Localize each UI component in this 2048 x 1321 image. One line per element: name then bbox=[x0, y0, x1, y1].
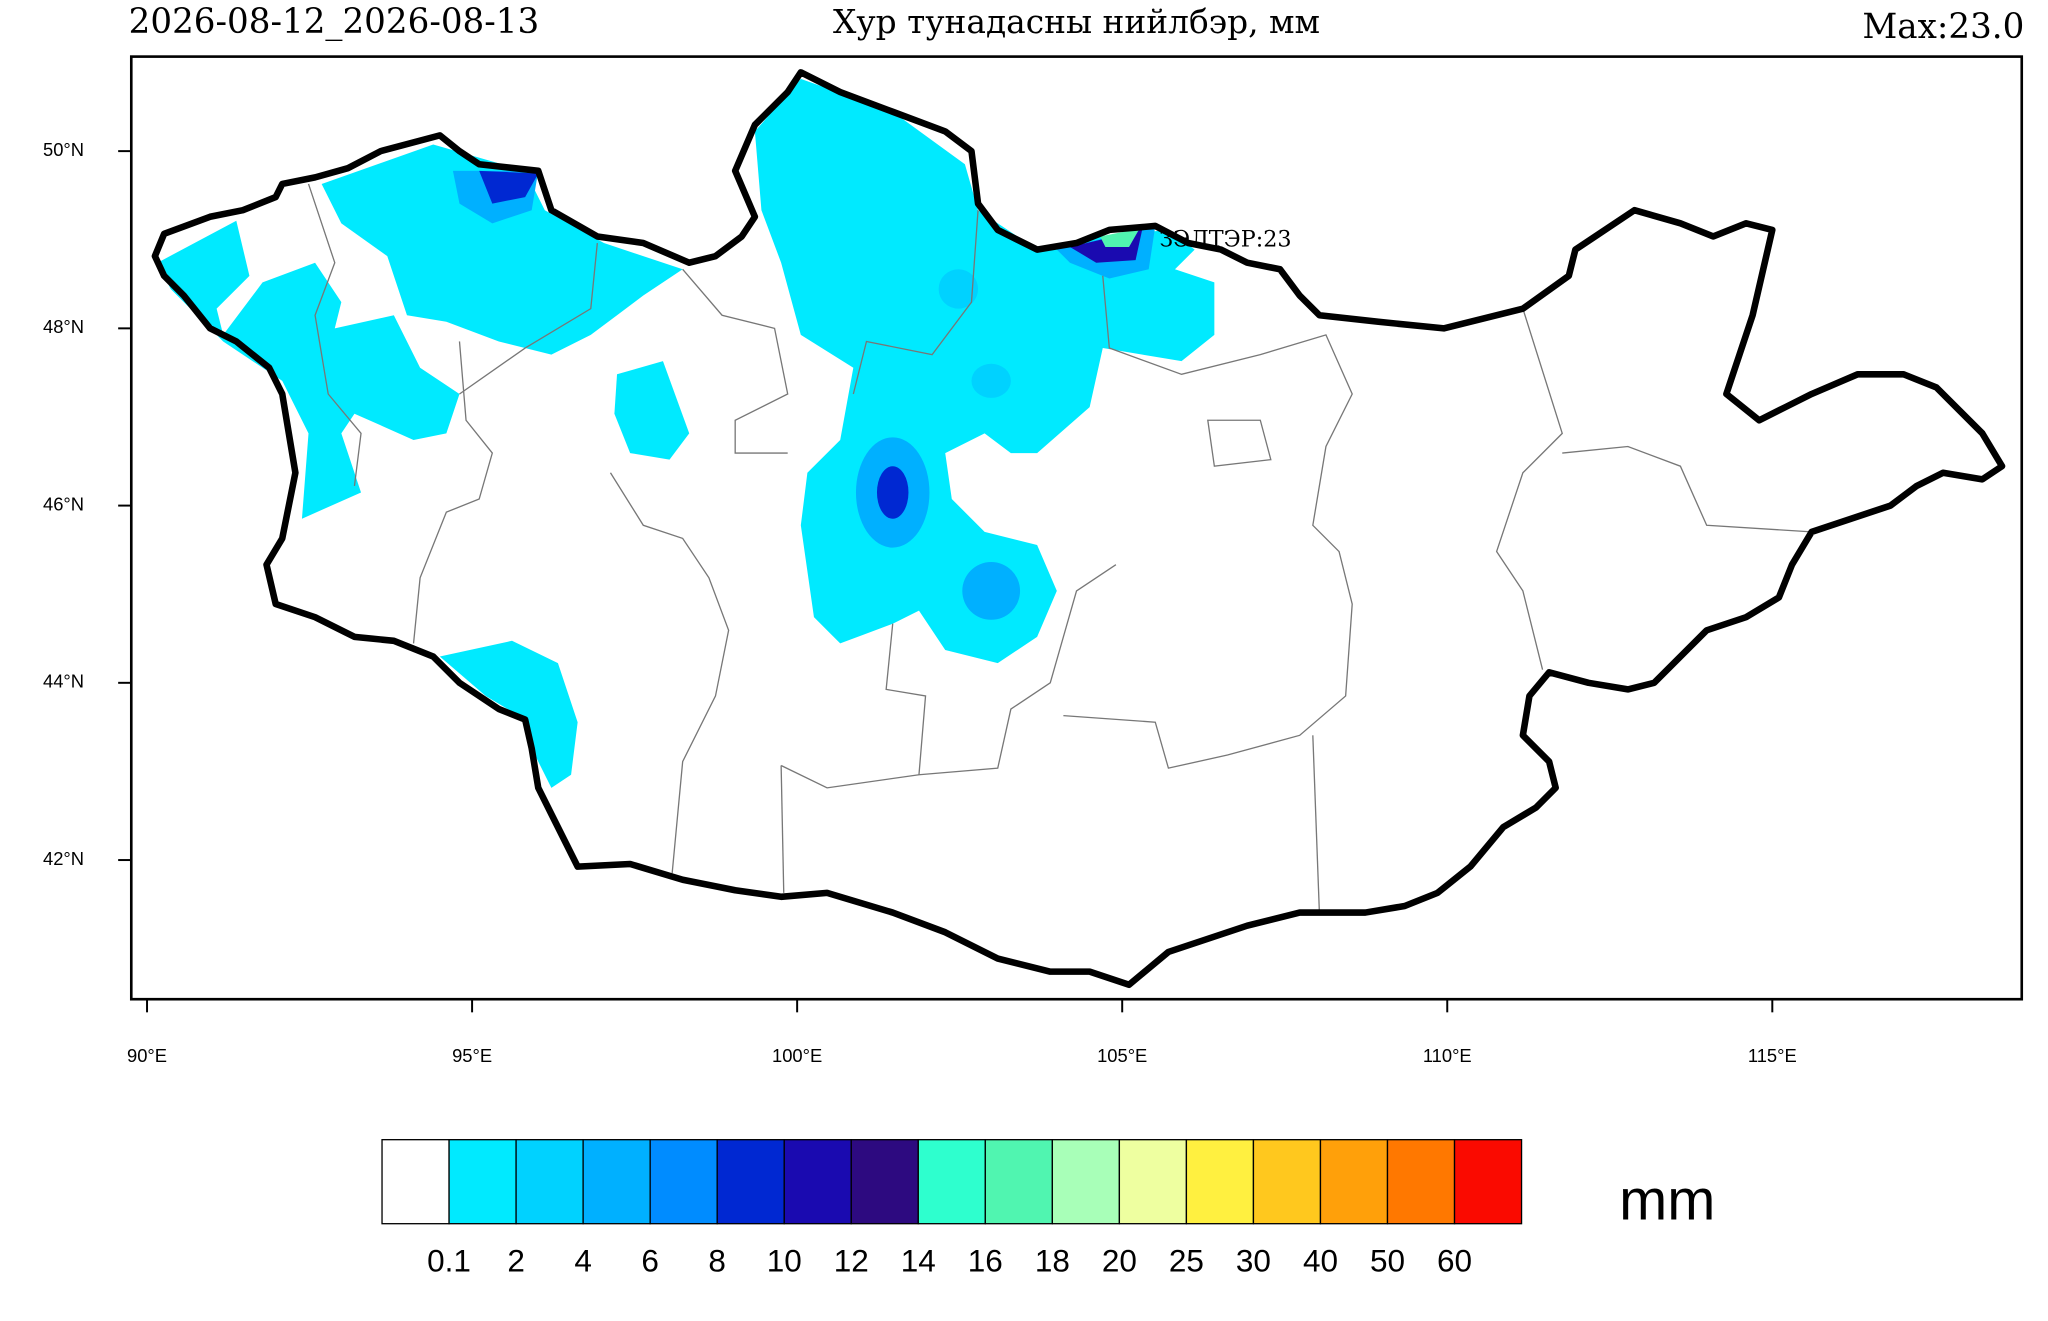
colorbar-box bbox=[1051, 1139, 1121, 1225]
lat-label: 44°N bbox=[43, 671, 84, 692]
colorbar-box bbox=[1386, 1139, 1456, 1225]
colorbar-box bbox=[1252, 1139, 1322, 1225]
lat-label: 50°N bbox=[43, 139, 84, 160]
colorbar-box bbox=[649, 1139, 718, 1225]
period: 2026-08-12_2026-08-13 bbox=[129, 2, 540, 42]
colorbar-box bbox=[1185, 1139, 1255, 1225]
colorbar-label: 14 bbox=[901, 1242, 936, 1278]
colorbar-label: 10 bbox=[767, 1242, 802, 1278]
colorbar-label: 8 bbox=[708, 1242, 726, 1278]
colorbar-label: 0.1 bbox=[427, 1242, 471, 1278]
rain-core bbox=[971, 363, 1011, 398]
rain-core bbox=[962, 562, 1021, 620]
colorbar-label: 30 bbox=[1236, 1242, 1271, 1278]
colorbar-box bbox=[1453, 1139, 1523, 1225]
rain-core bbox=[1100, 228, 1140, 247]
colorbar-box bbox=[984, 1139, 1053, 1225]
colorbar-label: 20 bbox=[1102, 1242, 1137, 1278]
colorbar-label: 25 bbox=[1169, 1242, 1204, 1278]
colorbar-unit: mm bbox=[1619, 1168, 1715, 1232]
colorbar-label: 4 bbox=[574, 1242, 592, 1278]
colorbar-label: 50 bbox=[1370, 1242, 1405, 1278]
colorbar-box bbox=[1319, 1139, 1389, 1225]
colorbar-box bbox=[1118, 1139, 1188, 1225]
colorbar-box bbox=[783, 1139, 852, 1225]
lon-label: 110°E bbox=[1423, 1045, 1472, 1066]
colorbar-label: 40 bbox=[1303, 1242, 1338, 1278]
colorbar-box bbox=[582, 1139, 651, 1225]
lon-label: 105°E bbox=[1097, 1045, 1147, 1066]
lon-label: 95°E bbox=[452, 1045, 492, 1066]
lon-label: 115°E bbox=[1748, 1045, 1797, 1066]
lon-label: 90°E bbox=[127, 1045, 167, 1066]
colorbar-label: 16 bbox=[968, 1242, 1003, 1278]
colorbar-label: 2 bbox=[507, 1242, 525, 1278]
colorbar-box bbox=[850, 1139, 919, 1225]
rain-core bbox=[938, 269, 979, 309]
max-value: Max:23.0 bbox=[1862, 7, 2024, 47]
rain-core bbox=[479, 170, 539, 204]
lat-label: 48°N bbox=[43, 316, 84, 337]
rain-core bbox=[876, 466, 909, 519]
colorbar-label: 12 bbox=[834, 1242, 869, 1278]
province-borders bbox=[307, 183, 1812, 913]
lon-label: 100°E bbox=[772, 1045, 822, 1066]
colorbar-box bbox=[716, 1139, 785, 1225]
colorbar-label: 60 bbox=[1437, 1242, 1472, 1278]
lat-label: 46°N bbox=[43, 493, 84, 514]
station-label: ЗЭЛТЭР:23 bbox=[1159, 226, 1291, 252]
colorbar-box bbox=[917, 1139, 986, 1225]
title: Хур тунадасны нийлбэр, мм bbox=[833, 3, 1320, 41]
country-border bbox=[151, 69, 2006, 989]
lat-label: 42°N bbox=[43, 848, 84, 869]
colorbar-box bbox=[448, 1139, 517, 1225]
precipitation bbox=[157, 78, 1215, 788]
colorbar-label: 6 bbox=[641, 1242, 659, 1278]
colorbar-box bbox=[515, 1139, 584, 1225]
colorbar-label: 18 bbox=[1035, 1242, 1070, 1278]
colorbar-box bbox=[381, 1139, 450, 1225]
